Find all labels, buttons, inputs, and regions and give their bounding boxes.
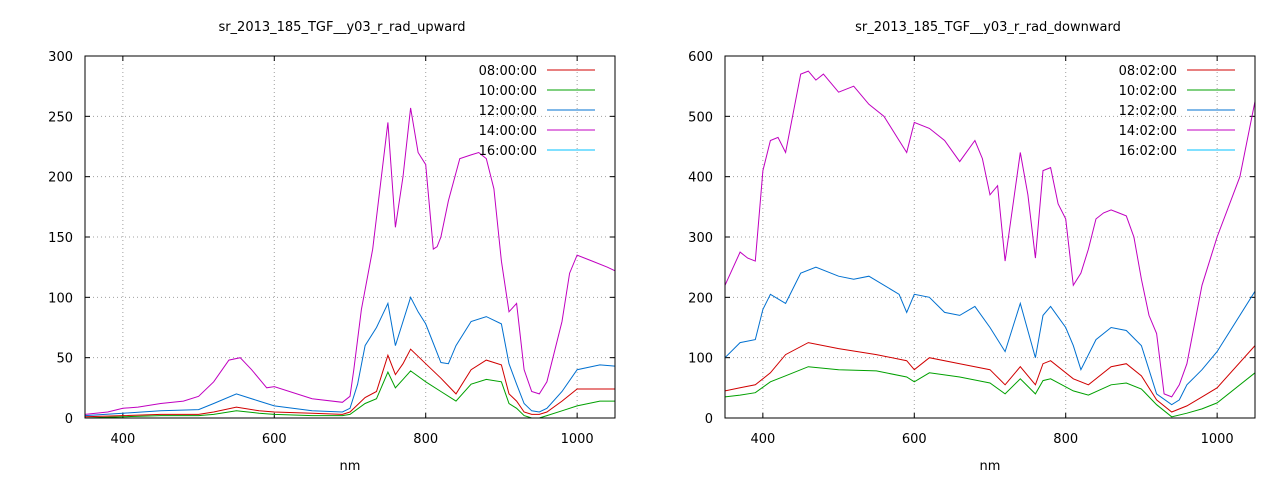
plot-frame [84,55,616,419]
x-tick-label: 600 [902,432,927,447]
y-tick-label: 200 [688,291,713,306]
legend-label: 08:02:00 [1119,64,1177,79]
y-tick-label: 300 [688,231,713,246]
series-line-12:00:00 [85,295,615,417]
y-tick-label: 300 [48,50,73,65]
x-tick-label: 400 [750,432,775,447]
series-group [725,70,1255,418]
x-tick-label: 800 [413,432,438,447]
legend-label: 14:02:00 [1119,124,1177,139]
y-tick-label: 150 [48,231,73,246]
x-tick-label: 1000 [561,432,594,447]
legend-label: 14:00:00 [479,124,537,139]
y-tick-label: 0 [65,412,73,427]
series-line-10:00:00 [85,370,615,418]
x-axis-label: nm [340,459,361,474]
x-axis-label: nm [980,459,1001,474]
y-tick-label: 200 [48,171,73,186]
plot-frame [724,55,1256,419]
y-tick-label: 250 [48,110,73,125]
series-line-08:02:00 [725,342,1255,413]
chart-title: sr_2013_185_TGF__y03_r_rad_upward [218,20,465,35]
y-tick-label: 0 [705,412,713,427]
legend-label: 10:02:00 [1119,84,1177,99]
series-line-10:02:00 [725,366,1255,418]
legend-label: 12:02:00 [1119,104,1177,119]
chart-downward: sr_2013_185_TGF__y03_r_rad_downward 0 100 2… [688,20,1256,474]
series-line-14:00:00 [85,107,615,415]
series-line-12:02:00 [725,266,1255,406]
y-tick-label: 50 [56,352,73,367]
y-tick-label: 400 [688,171,713,186]
series-line-08:00:00 [85,348,615,418]
legend-label: 08:00:00 [479,64,537,79]
legend-label: 16:02:00 [1119,144,1177,159]
legend-label: 16:00:00 [479,144,537,159]
chart-title: sr_2013_185_TGF__y03_r_rad_downward [855,20,1121,35]
y-tick-label: 500 [688,110,713,125]
chart-upward: sr_2013_185_TGF__y03_r_rad_upward 0 50 100 1… [48,20,616,474]
legend-label: 12:00:00 [479,104,537,119]
series-line-14:02:00 [725,70,1255,398]
x-tick-label: 400 [110,432,135,447]
series-group [85,107,615,418]
legend-label: 10:00:00 [479,84,537,99]
x-tick-label: 1000 [1201,432,1234,447]
y-tick-label: 100 [48,291,73,306]
y-tick-label: 600 [688,50,713,65]
x-tick-label: 600 [262,432,287,447]
x-tick-label: 800 [1053,432,1078,447]
y-tick-label: 100 [688,352,713,367]
